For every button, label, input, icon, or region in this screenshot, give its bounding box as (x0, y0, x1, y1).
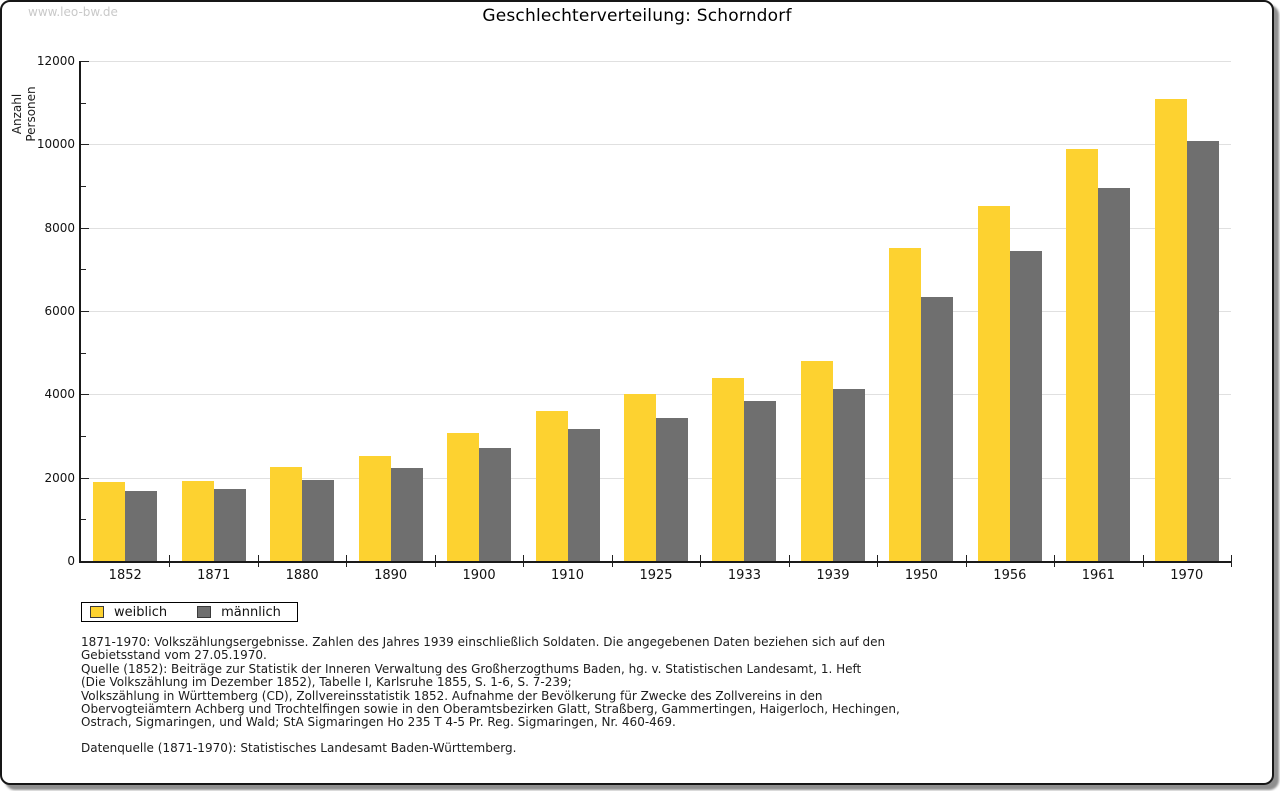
datasource-line: Datenquelle (1871-1970): Statistisches L… (81, 741, 517, 755)
x-axis-label-1933: 1933 (727, 568, 761, 583)
x-axis-label-1956: 1956 (993, 568, 1027, 583)
x-axis-label-1871: 1871 (197, 568, 231, 583)
gridline-12000 (81, 61, 1231, 62)
bar-weiblich-1910 (535, 410, 568, 561)
bar-männlich-1880 (302, 480, 335, 561)
chart-title: Geschlechterverteilung: Schorndorf (482, 6, 792, 26)
bar-männlich-1871 (213, 488, 246, 561)
x-axis-line (79, 561, 1231, 563)
bar-weiblich-1950 (889, 248, 922, 561)
bar-männlich-1900 (479, 448, 512, 561)
y-major-tick-8000 (81, 227, 89, 229)
bar-männlich-1956 (1009, 251, 1042, 561)
footnote-line-4: (Die Volkszählung im Dezember 1852), Tab… (81, 675, 572, 690)
bar-männlich-1890 (390, 468, 423, 561)
y-axis-label-10000: 10000 (36, 137, 75, 152)
y-axis-label-6000: 6000 (44, 304, 75, 318)
legend-label-weiblich: weiblich (114, 604, 168, 620)
bar-männlich-1970 (1186, 140, 1219, 561)
y-major-tick-2000 (81, 477, 89, 479)
footnote-line-6: Obervogteiämtern Achberg und Trochtelfin… (81, 702, 900, 717)
bar-weiblich-1871 (181, 480, 214, 561)
footnote-line-7: Ostrach, Sigmaringen, und Wald; StA Sigm… (81, 715, 676, 730)
footnote-line-5: Volkszählung in Württemberg (CD), Zollve… (81, 688, 823, 703)
bar-männlich-1852 (125, 491, 158, 561)
y-axis-label-8000: 8000 (44, 220, 75, 235)
legend-item-weiblich: weiblich (90, 605, 167, 620)
y-minor-tick-1000 (81, 519, 86, 521)
bar-männlich-1925 (656, 418, 688, 561)
legend-swatch-weiblich (90, 606, 104, 618)
x-axis-label-1970: 1970 (1170, 568, 1204, 583)
bar-weiblich-1933 (712, 377, 745, 561)
gridline-10000 (81, 144, 1231, 146)
gridline-8000 (81, 227, 1231, 229)
y-minor-tick-9000 (81, 186, 86, 187)
footnote-line-1: 1871-1970: Volkszählungsergebnisse. Zahl… (81, 635, 886, 649)
bar-weiblich-1852 (93, 482, 126, 561)
plot-area (81, 61, 1232, 567)
x-axis-label-1910: 1910 (550, 568, 585, 583)
legend-item-männlich: männlich (197, 605, 281, 620)
x-axis-label-1950: 1950 (904, 568, 938, 583)
legend-label-männlich: männlich (221, 604, 281, 620)
footnote-line-3: Quelle (1852): Beiträge zur Statistik de… (81, 661, 862, 676)
gridline-4000 (81, 394, 1231, 396)
y-axis-label-12000: 12000 (36, 54, 75, 68)
bar-weiblich-1900 (447, 432, 480, 561)
bar-weiblich-1970 (1154, 98, 1187, 561)
footnote-line-2: Gebietsstand vom 27.05.1970. (81, 648, 267, 663)
y-major-tick-4000 (81, 394, 89, 396)
x-axis-label-1852: 1852 (108, 568, 142, 583)
x-axis-label-1900: 1900 (462, 568, 496, 583)
bar-weiblich-1890 (358, 455, 391, 561)
bar-männlich-1961 (1098, 188, 1131, 561)
watermark: www.leo-bw.de (28, 5, 118, 19)
y-major-tick-6000 (81, 311, 89, 312)
y-major-tick-10000 (81, 144, 89, 146)
bar-weiblich-1880 (270, 466, 303, 561)
gridline-6000 (81, 311, 1231, 312)
x-tick-13 (1231, 555, 1232, 567)
y-axis-line (79, 61, 81, 563)
x-axis-label-1961: 1961 (1081, 568, 1115, 583)
y-axis-label-4000: 4000 (44, 387, 75, 402)
bar-männlich-1910 (567, 428, 600, 561)
y-axis-label-0: 0 (67, 554, 75, 568)
y-minor-tick-11000 (81, 102, 86, 104)
y-axis-label-2000: 2000 (44, 470, 75, 485)
y-minor-tick-3000 (81, 436, 86, 437)
legend: weiblich männlich (81, 602, 298, 622)
bar-männlich-1939 (832, 388, 865, 561)
y-minor-tick-7000 (81, 269, 86, 271)
x-axis-label-1880: 1880 (285, 568, 319, 583)
bar-weiblich-1925 (624, 394, 656, 561)
bar-männlich-1933 (744, 401, 777, 561)
legend-swatch-männlich (197, 606, 212, 618)
footnotes: 1871-1970: Volkszählungsergebnisse. Zahl… (81, 635, 900, 730)
x-axis-label-1939: 1939 (816, 568, 850, 583)
y-minor-tick-5000 (81, 352, 86, 354)
bar-weiblich-1939 (800, 360, 833, 561)
x-axis-label-1890: 1890 (374, 568, 408, 583)
bar-weiblich-1956 (977, 206, 1010, 561)
bar-weiblich-1961 (1066, 149, 1099, 561)
bar-männlich-1950 (921, 297, 954, 561)
y-major-tick-12000 (81, 61, 89, 62)
x-axis-label-1925: 1925 (639, 568, 673, 583)
